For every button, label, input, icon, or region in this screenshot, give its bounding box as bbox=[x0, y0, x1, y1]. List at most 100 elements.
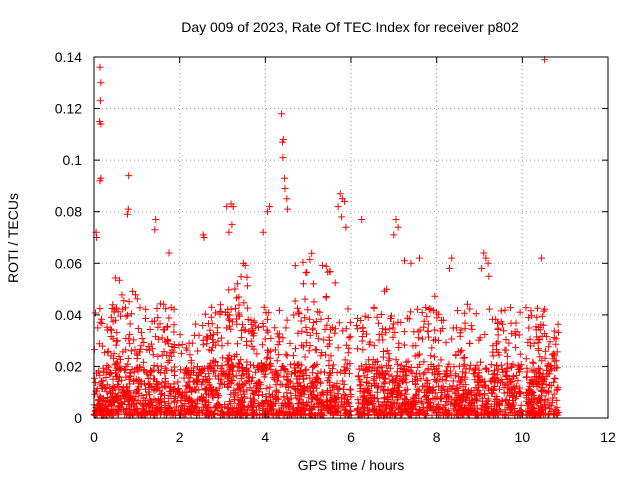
data-point bbox=[298, 341, 306, 349]
data-point bbox=[303, 329, 311, 336]
data-point bbox=[283, 352, 291, 360]
data-point bbox=[372, 407, 380, 415]
data-point bbox=[443, 371, 451, 379]
data-point bbox=[487, 377, 495, 385]
data-point bbox=[370, 303, 378, 311]
data-point bbox=[327, 397, 335, 405]
data-point bbox=[171, 386, 179, 394]
data-point-peak bbox=[341, 197, 349, 205]
data-point bbox=[113, 337, 121, 345]
data-point bbox=[550, 390, 558, 398]
data-point bbox=[167, 352, 175, 360]
data-point bbox=[115, 385, 123, 393]
data-point bbox=[218, 410, 226, 418]
data-point bbox=[305, 315, 313, 323]
data-point bbox=[427, 352, 435, 360]
data-point bbox=[407, 367, 415, 375]
data-point bbox=[161, 369, 169, 377]
data-point bbox=[347, 385, 355, 393]
data-point bbox=[495, 385, 503, 393]
data-point bbox=[247, 361, 254, 369]
data-point bbox=[345, 334, 353, 342]
data-point bbox=[306, 374, 314, 382]
data-point bbox=[181, 388, 189, 396]
data-point bbox=[295, 404, 302, 412]
data-point bbox=[312, 318, 320, 325]
data-point bbox=[279, 334, 287, 342]
data-point bbox=[401, 386, 409, 394]
data-point bbox=[529, 359, 537, 367]
data-point bbox=[218, 342, 226, 350]
data-point bbox=[283, 316, 291, 324]
data-point bbox=[217, 334, 225, 342]
data-point bbox=[391, 329, 399, 336]
data-point bbox=[91, 379, 99, 386]
data-point-peak bbox=[279, 154, 287, 162]
data-point bbox=[146, 371, 154, 379]
data-point bbox=[477, 405, 485, 413]
data-point bbox=[269, 374, 277, 382]
data-point bbox=[501, 406, 509, 414]
data-point bbox=[315, 409, 323, 417]
data-point bbox=[309, 324, 317, 332]
data-point bbox=[202, 407, 210, 415]
data-point bbox=[246, 394, 254, 402]
data-point bbox=[456, 332, 464, 340]
data-point bbox=[480, 406, 488, 414]
data-point bbox=[400, 365, 408, 373]
data-point bbox=[120, 366, 128, 374]
data-point bbox=[178, 341, 186, 348]
data-point bbox=[167, 388, 175, 396]
data-point bbox=[544, 396, 552, 404]
data-point bbox=[127, 411, 135, 419]
data-point-peak bbox=[278, 110, 286, 118]
data-point bbox=[428, 344, 436, 352]
data-point bbox=[280, 373, 288, 381]
data-point bbox=[369, 408, 377, 416]
data-point bbox=[126, 394, 134, 402]
data-point bbox=[317, 368, 325, 376]
data-point bbox=[536, 397, 544, 405]
data-point bbox=[404, 314, 411, 322]
data-point bbox=[96, 380, 104, 388]
data-point bbox=[206, 375, 214, 383]
data-point bbox=[114, 372, 122, 380]
data-point bbox=[266, 361, 273, 369]
data-point bbox=[302, 323, 310, 331]
data-point bbox=[503, 396, 511, 404]
data-point bbox=[280, 393, 288, 401]
data-point bbox=[298, 327, 306, 335]
data-point bbox=[505, 384, 513, 392]
data-point bbox=[434, 336, 442, 344]
data-point bbox=[412, 409, 420, 417]
data-point bbox=[248, 377, 255, 385]
data-point bbox=[553, 386, 561, 394]
data-point bbox=[149, 366, 157, 374]
y-tick-label: 0 bbox=[74, 410, 82, 426]
data-point bbox=[150, 362, 158, 369]
data-point bbox=[531, 378, 539, 386]
data-point bbox=[323, 321, 331, 329]
data-point bbox=[240, 393, 248, 401]
data-point bbox=[430, 402, 438, 410]
data-point-peak bbox=[485, 272, 493, 280]
data-point bbox=[435, 362, 443, 370]
data-point bbox=[289, 409, 297, 417]
data-point bbox=[314, 369, 322, 377]
data-point bbox=[455, 408, 463, 415]
data-point bbox=[303, 399, 311, 407]
x-tick-label: 8 bbox=[433, 429, 441, 445]
data-point bbox=[208, 392, 216, 400]
data-point bbox=[388, 403, 396, 411]
data-point bbox=[535, 396, 543, 404]
data-point bbox=[100, 368, 108, 376]
data-point bbox=[291, 262, 299, 270]
data-point bbox=[227, 390, 235, 398]
data-point bbox=[202, 401, 210, 409]
data-point bbox=[528, 403, 536, 411]
data-point bbox=[481, 381, 489, 389]
data-point-peak bbox=[259, 228, 267, 236]
data-point bbox=[424, 327, 432, 335]
data-point-peak bbox=[484, 259, 492, 267]
data-point bbox=[239, 321, 246, 329]
